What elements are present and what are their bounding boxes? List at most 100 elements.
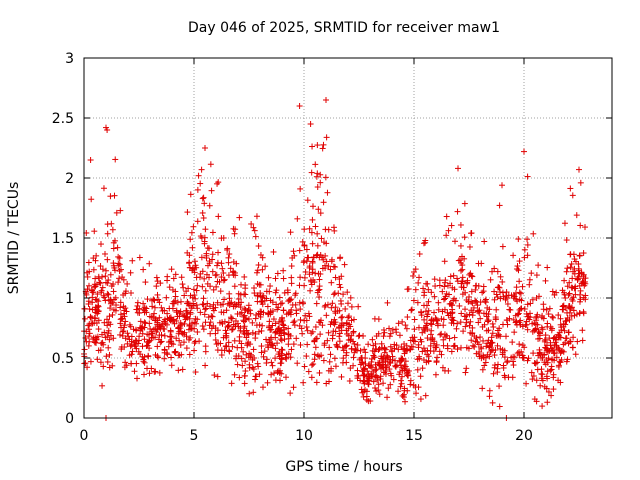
data-point [84,364,91,371]
data-point [427,348,434,355]
data-point [512,312,519,319]
data-point [231,371,238,378]
data-point [387,330,394,337]
data-point [525,313,532,320]
data-point [357,347,364,354]
data-point [313,300,320,307]
data-point [306,263,313,270]
data-point [311,337,318,344]
data-point [516,341,523,348]
data-point [573,212,580,219]
data-point [97,280,104,287]
data-point [240,325,247,332]
data-point [235,323,242,330]
data-point [108,283,115,290]
data-point [85,326,92,333]
data-point [146,260,153,267]
data-point [486,353,493,360]
data-point [189,244,196,251]
data-point [467,270,474,277]
data-point [438,351,445,358]
data-point [477,315,484,322]
data-point [555,362,562,369]
data-point [200,194,207,201]
data-point [253,373,260,380]
data-point [296,247,303,254]
data-point [310,361,317,368]
data-point [576,310,583,317]
data-point [124,340,131,347]
data-point [384,299,391,306]
data-point [126,321,133,328]
data-point [170,275,177,282]
data-point [410,297,417,304]
data-point [496,383,503,390]
data-point [325,329,332,336]
data-point [527,300,534,307]
data-point [154,343,161,350]
data-point [389,326,396,333]
data-point [504,300,511,307]
data-point [242,285,249,292]
data-point [327,266,334,273]
data-point [153,283,160,290]
data-point [235,290,242,297]
data-point [175,367,182,374]
data-point [234,344,241,351]
data-point [223,307,230,314]
data-point [282,354,289,361]
data-point [128,360,135,367]
data-point [102,273,109,280]
data-point [84,286,91,293]
data-point [401,362,408,369]
data-point [316,353,323,360]
data-point [474,302,481,309]
data-point [402,363,409,370]
data-point [511,293,518,300]
data-point [446,335,453,342]
data-point [102,267,109,274]
data-point [562,335,569,342]
data-point [550,314,557,321]
data-point [173,317,180,324]
data-point [153,274,160,281]
data-point [274,340,281,347]
data-point [302,312,309,319]
data-point [104,316,111,323]
data-point [563,237,570,244]
data-point [146,320,153,327]
data-point [209,251,216,258]
data-point [538,366,545,373]
data-point [230,321,237,328]
data-point [249,319,256,326]
data-point [281,330,288,337]
data-point [208,187,215,194]
data-point [572,351,579,358]
data-point [414,356,421,363]
data-point [140,266,147,273]
data-point [332,304,339,311]
data-point [226,300,233,307]
data-point [109,311,116,318]
data-point [240,313,247,320]
data-point [88,196,95,203]
data-point [429,334,436,341]
data-point [288,346,295,353]
data-point [186,252,193,259]
data-point [177,298,184,305]
data-point [308,374,315,381]
data-point [276,294,283,301]
data-point [303,246,310,253]
data-point [546,305,553,312]
data-point [533,272,540,279]
data-point [156,369,163,376]
data-point [443,213,450,220]
data-point [297,306,304,313]
data-point [497,273,504,280]
data-point [380,333,387,340]
data-point [338,300,345,307]
data-point [198,254,205,261]
data-point [524,252,531,259]
data-point [393,329,400,336]
data-point [574,276,581,283]
